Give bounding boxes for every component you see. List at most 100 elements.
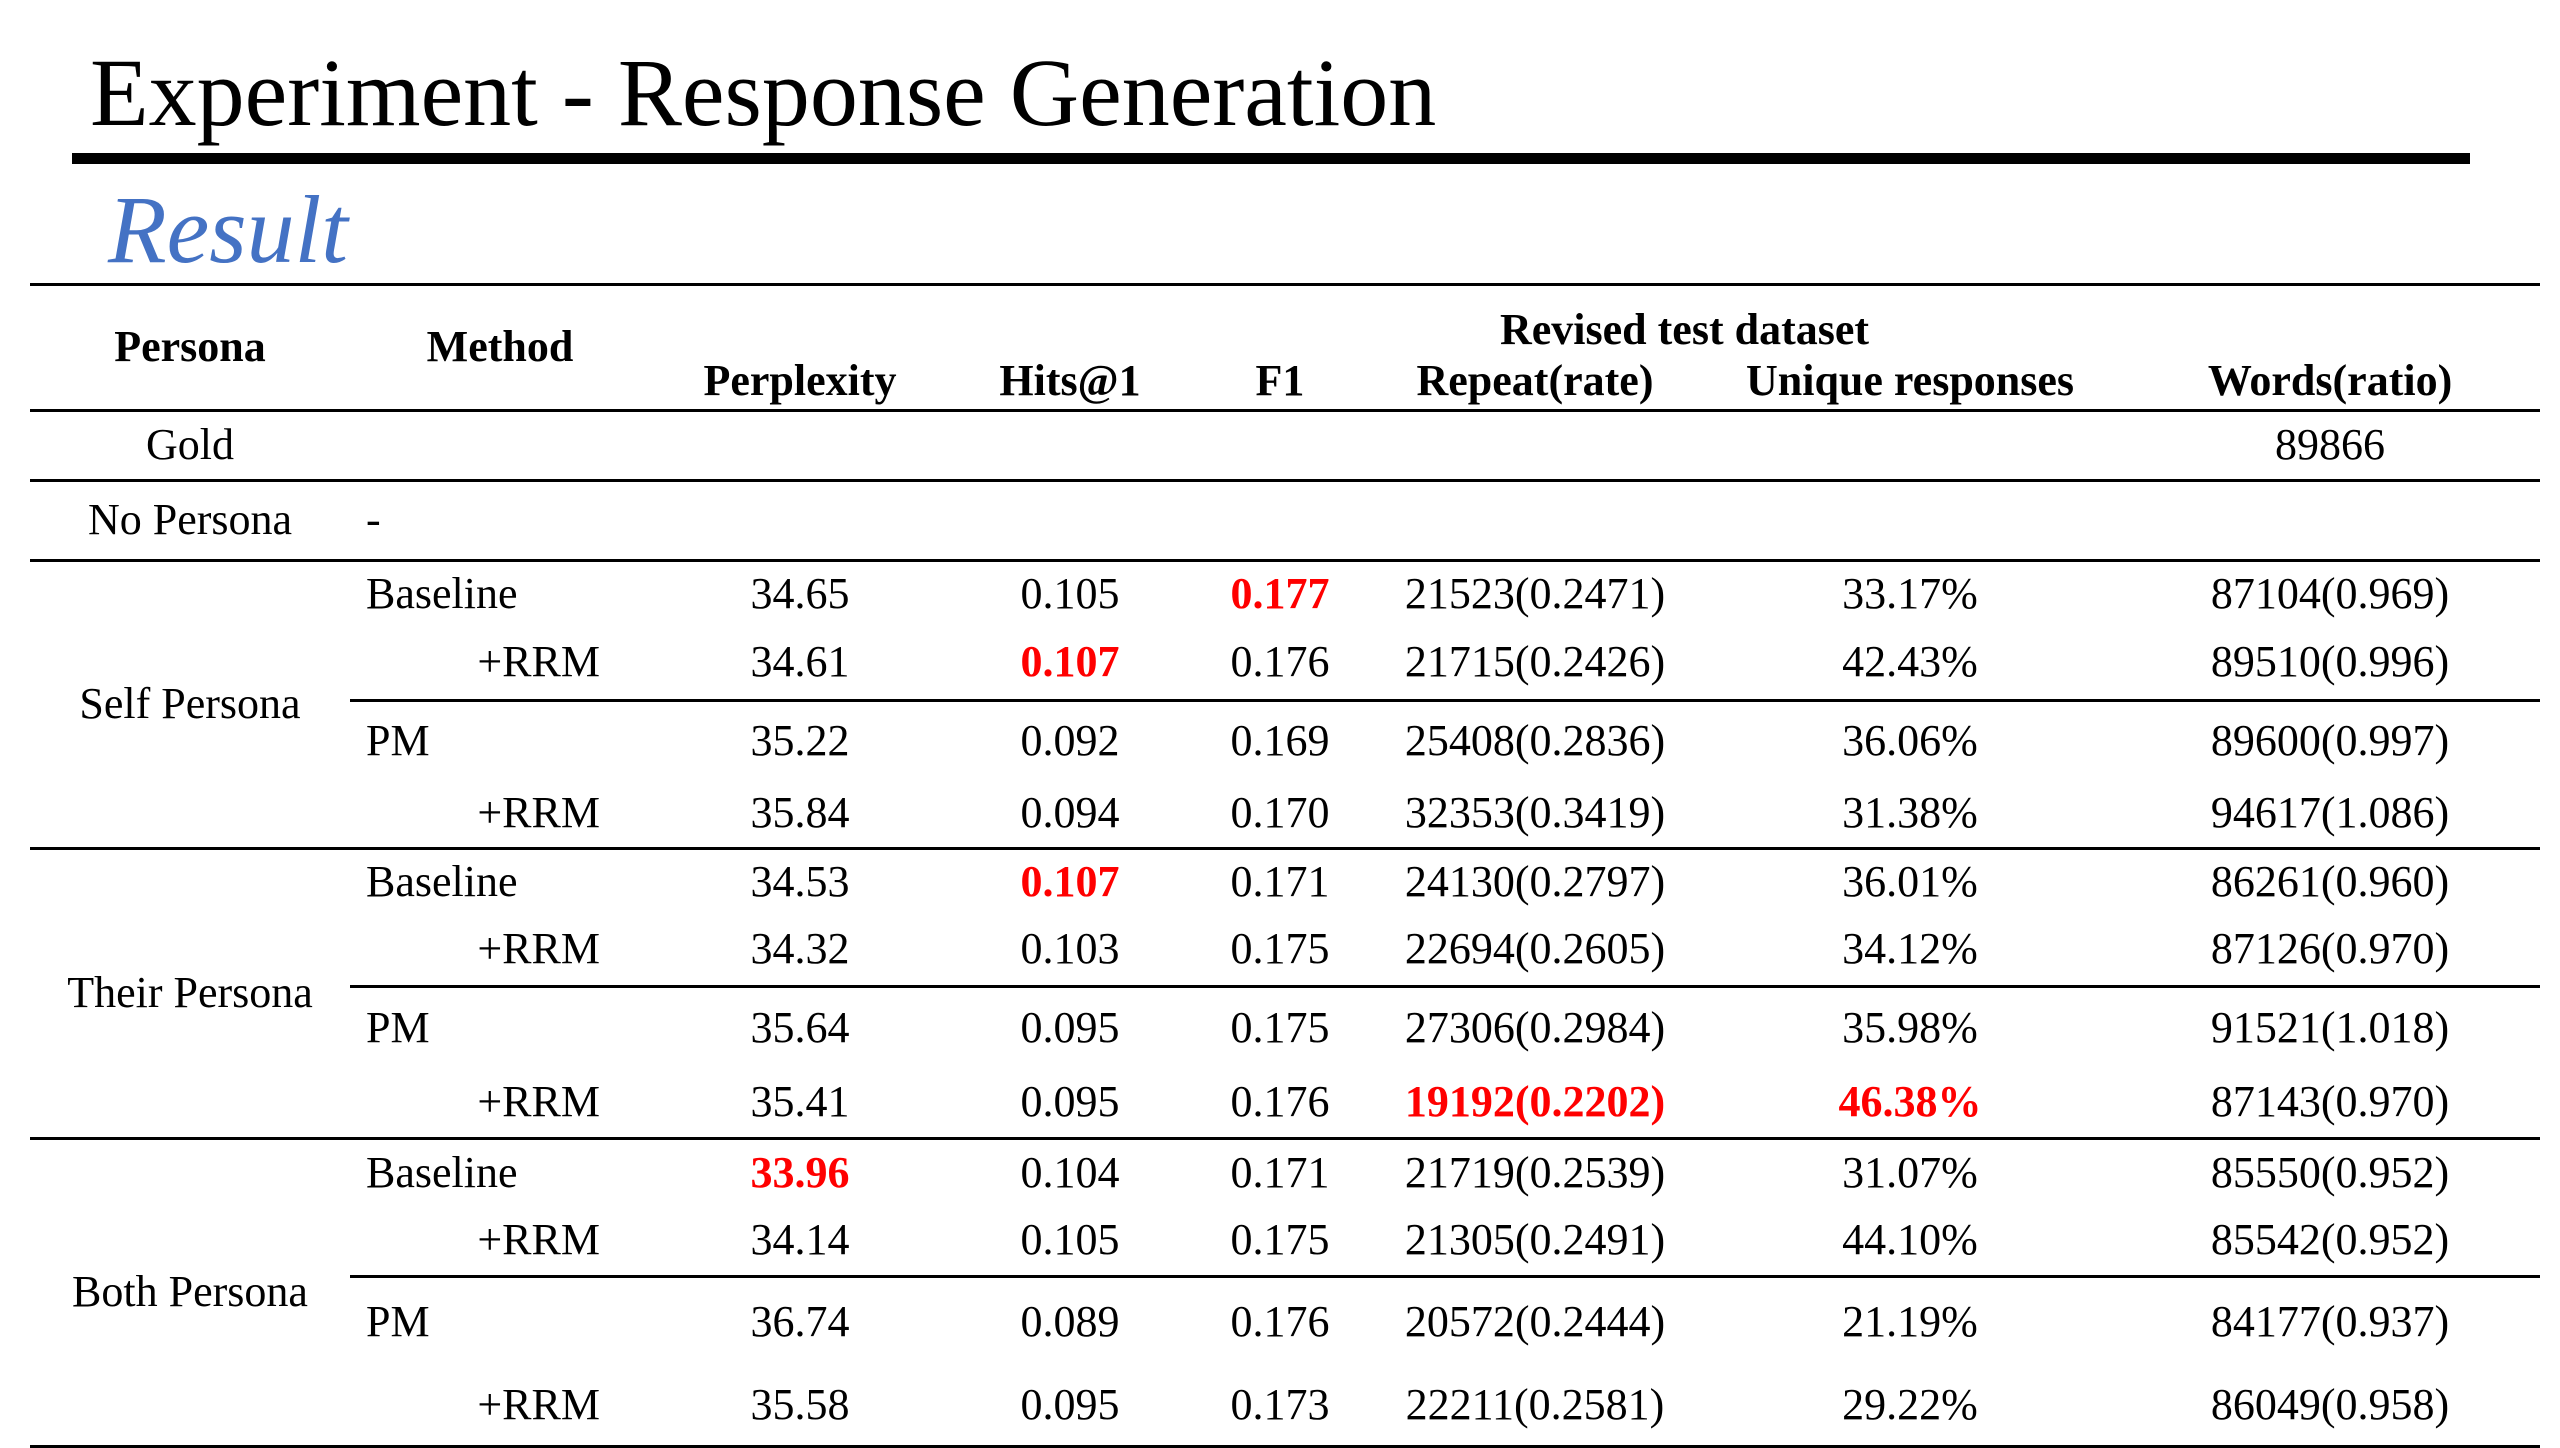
perplexity-cell: 35.22 <box>650 698 950 780</box>
hits1-cell: 0.105 <box>1020 568 1120 618</box>
unique-cell: 35.98% <box>1700 984 2121 1068</box>
table-row: Both Persona Baseline 33.96 0.104 0.171 … <box>30 1138 2540 1313</box>
slide-title: Experiment - Response Generation <box>90 39 1437 146</box>
method-cell: PM <box>350 698 650 780</box>
hits1-cell: 0.104 <box>1020 1147 1120 1197</box>
header-method: Method <box>426 322 574 372</box>
repeat-cell: 22694(0.2605) <box>1404 924 1666 974</box>
persona-cell: No Persona <box>87 495 293 544</box>
method-cell: +RRM <box>477 1380 600 1430</box>
words-cell: 86261(0.960) <box>2210 856 2450 906</box>
header-persona: Persona <box>114 322 266 372</box>
table-row: +RRM 34.14 0.105 0.175 21305(0.2491) 44.… <box>30 1206 2540 1276</box>
words-cell: 89866 <box>2275 420 2386 469</box>
method-cell: Baseline <box>366 1147 518 1197</box>
hits1-cell-best: 0.107 <box>1020 856 1120 906</box>
repeat-cell: 32353(0.3419) <box>1404 788 1666 838</box>
unique-cell: 31.07% <box>1842 1147 1978 1197</box>
hits1-cell-best: 0.107 <box>1020 637 1120 687</box>
f1-cell: 0.170 <box>1230 788 1330 838</box>
table-row: PM 36.74 0.089 0.176 20572(0.2444) 21.19… <box>30 1274 2541 1366</box>
unique-cell: 33.17% <box>1842 568 1978 618</box>
repeat-cell: 24130(0.2797) <box>1404 856 1666 906</box>
words-cell: 91521(1.018) <box>2120 984 2541 1068</box>
method-cell: PM <box>350 984 650 1068</box>
table-row: PM 35.22 0.092 0.169 25408(0.2836) 36.06… <box>30 698 2541 780</box>
repeat-cell: 21719(0.2539) <box>1404 1147 1666 1197</box>
hits1-cell: 0.089 <box>950 1274 1190 1366</box>
section-subtitle: Result <box>108 176 348 283</box>
method-cell: Baseline <box>366 568 518 618</box>
words-cell: 85542(0.952) <box>2210 1215 2450 1265</box>
hits1-cell: 0.092 <box>950 698 1190 780</box>
repeat-cell: 22211(0.2581) <box>1405 1380 1665 1430</box>
f1-cell-best: 0.177 <box>1230 568 1330 618</box>
f1-cell: 0.175 <box>1230 924 1330 974</box>
method-cell: +RRM <box>477 788 600 838</box>
repeat-cell: 20572(0.2444) <box>1370 1274 1700 1366</box>
persona-cell: Self Persona <box>79 679 301 728</box>
hits1-cell: 0.103 <box>1020 924 1120 974</box>
f1-cell: 0.176 <box>1230 637 1330 687</box>
persona-cell: Their Persona <box>67 968 313 1017</box>
repeat-cell: 21305(0.2491) <box>1404 1215 1666 1265</box>
persona-cell: Both Persona <box>72 1267 308 1316</box>
perplexity-cell: 35.58 <box>750 1380 850 1430</box>
hits1-cell: 0.094 <box>1020 788 1120 838</box>
f1-cell: 0.176 <box>1190 1274 1370 1366</box>
words-cell: 87126(0.970) <box>2210 924 2450 974</box>
table-row: Their Persona Baseline 34.53 0.107 0.171… <box>30 848 2540 1014</box>
hits1-cell: 0.105 <box>1020 1215 1120 1265</box>
perplexity-cell: 35.64 <box>650 984 950 1068</box>
perplexity-cell-best: 33.96 <box>750 1147 850 1197</box>
table-row-no-persona: No Persona - <box>30 480 2541 560</box>
hits1-cell: 0.095 <box>1020 1380 1120 1430</box>
unique-cell: 44.10% <box>1842 1215 1978 1265</box>
title-divider <box>72 153 2470 164</box>
f1-cell: 0.173 <box>1230 1380 1330 1430</box>
method-cell: - <box>366 495 381 544</box>
unique-cell: 42.43% <box>1842 637 1978 687</box>
unique-cell: 36.06% <box>1700 698 2121 780</box>
method-cell: +RRM <box>477 1077 600 1127</box>
method-cell: +RRM <box>477 924 600 974</box>
unique-cell: 36.01% <box>1842 856 1978 906</box>
perplexity-cell: 34.32 <box>750 924 850 974</box>
header-repeat-rate: Repeat(rate) <box>1416 355 1654 405</box>
unique-cell: 31.38% <box>1842 788 1978 838</box>
repeat-cell: 25408(0.2836) <box>1370 698 1700 780</box>
words-cell: 86049(0.958) <box>2210 1380 2450 1430</box>
words-cell: 94617(1.086) <box>2210 788 2450 838</box>
table-row: +RRM 34.32 0.103 0.175 22694(0.2605) 34.… <box>30 914 2540 986</box>
repeat-cell: 27306(0.2984) <box>1370 984 1700 1068</box>
repeat-cell-best: 19192(0.2202) <box>1404 1077 1666 1127</box>
hits1-cell: 0.095 <box>950 984 1190 1068</box>
hits1-cell: 0.095 <box>1020 1077 1120 1127</box>
words-cell: 87104(0.969) <box>2210 568 2450 618</box>
unique-cell: 29.22% <box>1842 1380 1978 1430</box>
f1-cell: 0.171 <box>1230 1147 1330 1197</box>
method-cell: Baseline <box>366 856 518 906</box>
persona-cell: Gold <box>146 420 234 469</box>
method-cell: +RRM <box>477 1215 600 1265</box>
header-hits1: Hits@1 <box>999 355 1141 405</box>
results-table: Persona Method Revised test dataset Perp… <box>30 283 2541 1448</box>
words-cell: 89510(0.996) <box>2210 637 2450 687</box>
f1-cell: 0.175 <box>1190 984 1370 1068</box>
perplexity-cell: 34.14 <box>750 1215 850 1265</box>
words-cell: 84177(0.937) <box>2120 1274 2541 1366</box>
words-cell: 87143(0.970) <box>2210 1077 2450 1127</box>
f1-cell: 0.175 <box>1230 1215 1330 1265</box>
unique-cell: 21.19% <box>1700 1274 2121 1366</box>
f1-cell: 0.176 <box>1230 1077 1330 1127</box>
table-row-gold: Gold 89866 <box>30 410 2541 480</box>
repeat-cell: 21715(0.2426) <box>1404 637 1666 687</box>
header-f1: F1 <box>1255 355 1305 405</box>
header-unique-responses: Unique responses <box>1745 355 2075 405</box>
table-row: +RRM 35.58 0.095 0.173 22211(0.2581) 29.… <box>30 1366 2541 1446</box>
f1-cell: 0.169 <box>1190 698 1370 780</box>
words-cell: 89600(0.997) <box>2120 698 2541 780</box>
repeat-cell: 21523(0.2471) <box>1404 568 1666 618</box>
method-cell: PM <box>350 1274 650 1366</box>
table-row: +RRM 35.41 0.095 0.176 19192(0.2202) 46.… <box>30 1068 2541 1138</box>
